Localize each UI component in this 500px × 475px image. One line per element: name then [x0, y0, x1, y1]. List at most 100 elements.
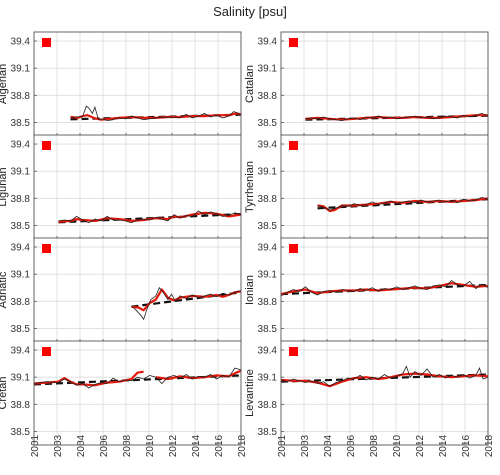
red-marker-square — [289, 38, 298, 47]
y-tick-label: 39.1 — [258, 270, 278, 281]
y-tick-label: 38.8 — [11, 400, 31, 411]
x-tick-label: 2008 — [369, 434, 380, 457]
series-raw-line — [58, 210, 242, 224]
y-axis-label: Algerian — [0, 64, 9, 104]
y-tick-label: 39.4 — [258, 37, 278, 48]
red-marker-square — [289, 244, 298, 253]
y-tick-label: 39.4 — [11, 37, 31, 48]
red-marker-square — [42, 244, 51, 253]
y-tick-label: 38.5 — [258, 118, 278, 129]
series-smooth-line — [317, 197, 489, 213]
panel-background — [281, 341, 488, 445]
x-tick-label: 2001 — [30, 434, 41, 457]
red-marker-square — [289, 141, 298, 150]
y-tick-label: 38.5 — [11, 118, 31, 129]
panel-catalan: 38.5 38.8 39.1 39.4 Catalan — [244, 31, 489, 137]
x-tick-label: 2012 — [168, 434, 179, 457]
y-tick-label: 38.8 — [11, 91, 31, 102]
series-raw-line — [280, 365, 489, 387]
y-tick-label: 38.5 — [11, 427, 31, 438]
x-tick-label: 2012 — [415, 434, 426, 457]
y-tick-label: 39.1 — [11, 270, 31, 281]
y-tick-label: 39.4 — [258, 140, 278, 151]
y-tick-label: 39.4 — [11, 243, 31, 254]
red-marker-square — [42, 141, 51, 150]
series-raw-line — [131, 286, 242, 321]
panel-background — [34, 341, 241, 445]
y-tick-label: 39.4 — [11, 140, 31, 151]
series-raw-line — [70, 105, 242, 122]
series-raw-line — [305, 112, 489, 122]
x-tick-label: 2010 — [392, 434, 403, 457]
red-marker-square — [42, 38, 51, 47]
y-tick-label: 38.8 — [258, 91, 278, 102]
x-tick-label: 2016 — [214, 434, 225, 457]
y-tick-label: 39.1 — [11, 167, 31, 178]
series-raw-line — [33, 367, 242, 389]
x-tick-label: 2008 — [122, 434, 133, 457]
panel-ionian: 38.5 38.8 39.1 39.4 Ionian — [244, 237, 489, 343]
x-tick-label: 2018 — [237, 434, 248, 457]
series-smooth-line — [33, 370, 144, 387]
panel-cretan: 38.5 38.8 39.1 39.4 Cretan 2001 2003 2004 2006 20… — [0, 340, 248, 457]
y-axis-label: Cretan — [0, 376, 9, 409]
y-tick-label: 39.1 — [258, 373, 278, 384]
x-tick-label: 2003 — [300, 434, 311, 457]
x-tick-label: 2018 — [484, 434, 495, 457]
y-axis-label: Adriatic — [0, 271, 9, 308]
series-smooth-line — [280, 282, 489, 296]
figure-title: Salinity [psu] — [213, 4, 287, 19]
y-axis-label: Tyrrhenian — [244, 161, 256, 213]
panel-algerian: 38.5 38.8 39.1 39.4 Algerian — [0, 31, 242, 137]
panel-border — [280, 340, 489, 446]
series-trend-line — [33, 374, 242, 386]
y-tick-label: 38.8 — [11, 297, 31, 308]
x-tick-label: 2016 — [461, 434, 472, 457]
x-tick-label: 2006 — [346, 434, 357, 457]
panel-ligurian: 38.5 38.8 39.1 39.4 Ligurian — [0, 134, 242, 240]
series-trend-line — [317, 198, 489, 210]
y-tick-label: 38.8 — [258, 297, 278, 308]
x-tick-label: 2004 — [76, 434, 87, 457]
x-tick-label: 2004 — [323, 434, 334, 457]
x-tick-label: 2010 — [145, 434, 156, 457]
y-tick-label: 38.5 — [11, 221, 31, 232]
series-smooth-line — [305, 114, 488, 121]
panel-background — [281, 135, 488, 239]
y-tick-label: 38.5 — [258, 427, 278, 438]
y-tick-label: 38.8 — [11, 194, 31, 205]
series-raw-line — [317, 196, 489, 211]
x-tick-label: 2014 — [438, 434, 449, 457]
y-axis-label: Ionian — [244, 275, 256, 305]
y-tick-label: 38.5 — [258, 324, 278, 335]
y-tick-label: 38.5 — [258, 221, 278, 232]
y-axis-label: Levantine — [244, 369, 256, 417]
y-tick-label: 39.1 — [11, 64, 31, 75]
y-tick-label: 39.1 — [258, 64, 278, 75]
y-axis-label: Ligurian — [0, 167, 9, 206]
y-tick-label: 38.5 — [11, 324, 31, 335]
panel-levantine: 38.5 38.8 39.1 39.4 Levantine 2001 2003 2004 200… — [244, 340, 495, 457]
x-tick-label: 2014 — [191, 434, 202, 457]
panel-background — [34, 238, 241, 342]
panel-background — [34, 32, 241, 136]
red-marker-square — [42, 347, 51, 356]
panel-border — [33, 340, 242, 446]
y-axis-label: Catalan — [244, 65, 256, 103]
x-tick-label: 2001 — [277, 434, 288, 457]
panel-adriatic: 38.5 38.8 39.1 39.4 Adriatic — [0, 237, 242, 343]
y-tick-label: 39.4 — [258, 346, 278, 357]
y-tick-label: 39.1 — [258, 167, 278, 178]
x-tick-label: 2006 — [99, 434, 110, 457]
y-tick-label: 38.8 — [258, 194, 278, 205]
series-trend-line — [131, 291, 242, 308]
y-tick-label: 38.8 — [258, 400, 278, 411]
y-tick-label: 39.4 — [258, 243, 278, 254]
panel-background — [34, 135, 241, 239]
y-tick-label: 39.4 — [11, 346, 31, 357]
y-tick-label: 39.1 — [11, 373, 31, 384]
series-raw-line — [280, 279, 489, 297]
red-marker-square — [289, 347, 298, 356]
